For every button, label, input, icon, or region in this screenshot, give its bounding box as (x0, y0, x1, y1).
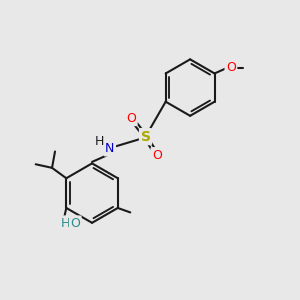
Text: S: S (140, 130, 151, 144)
Text: H: H (61, 217, 70, 230)
Text: N: N (105, 142, 115, 155)
Text: O: O (126, 112, 136, 125)
Text: O: O (152, 148, 162, 162)
Text: O: O (226, 61, 236, 74)
Text: O: O (70, 217, 80, 230)
Text: H: H (95, 135, 104, 148)
